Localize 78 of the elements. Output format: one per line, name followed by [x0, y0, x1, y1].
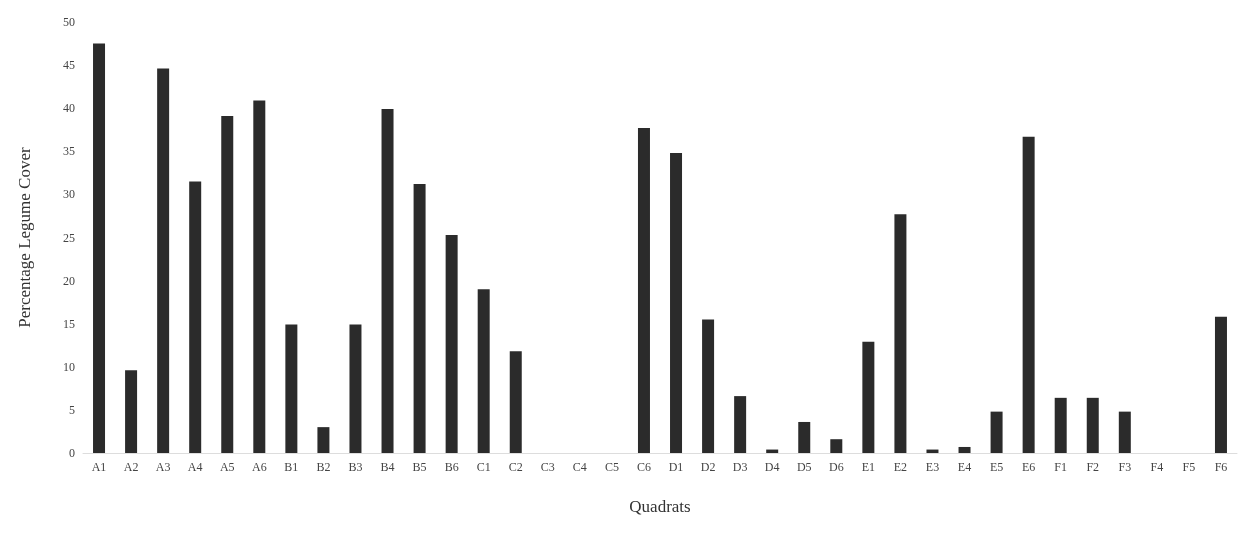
x-tick-label: A1: [91, 460, 107, 474]
y-tick-label: 50: [63, 15, 75, 29]
bar: [894, 214, 907, 453]
bar: [413, 184, 426, 453]
bar: [93, 43, 106, 453]
x-tick-label: C6: [636, 460, 651, 474]
x-tick-label: E3: [925, 460, 940, 474]
x-tick-label: F3: [1118, 460, 1132, 474]
x-tick-label: A2: [123, 460, 139, 474]
x-tick-label: B3: [348, 460, 363, 474]
bar: [670, 153, 683, 453]
x-tick-label: B2: [316, 460, 331, 474]
x-tick-label: B6: [444, 460, 459, 474]
bar: [477, 289, 490, 453]
y-tick-label: 40: [63, 101, 75, 116]
x-tick-label: F5: [1182, 460, 1196, 474]
x-tick-label: C3: [540, 460, 555, 474]
x-tick-label: B5: [412, 460, 427, 474]
x-tick-label: A6: [251, 460, 267, 474]
x-tick-label: D4: [764, 460, 780, 474]
x-tick-label: E6: [1021, 460, 1036, 474]
y-tick-label: 10: [63, 359, 75, 374]
bar: [189, 181, 202, 453]
bar: [445, 234, 458, 453]
x-tick-label: C4: [572, 460, 587, 474]
x-tick-label: F4: [1150, 460, 1164, 474]
x-tick-label: B1: [284, 460, 299, 474]
y-tick-label: 5: [69, 402, 75, 417]
bar: [221, 115, 234, 453]
bar: [253, 100, 266, 453]
y-axis-title: Percentage Legume Cover: [15, 147, 34, 328]
y-tick-label: 15: [63, 316, 75, 331]
x-tick-label: F1: [1054, 460, 1068, 474]
x-tick-label: A3: [155, 460, 171, 474]
bar: [990, 411, 1003, 453]
x-tick-label: E1: [861, 460, 876, 474]
y-tick-label: 35: [63, 144, 75, 159]
bar: [317, 427, 330, 453]
bar: [862, 341, 875, 453]
y-tick-label: 30: [63, 187, 75, 202]
x-tick-label: E2: [893, 460, 908, 474]
x-tick-label: E4: [957, 460, 972, 474]
x-tick-label: F2: [1086, 460, 1100, 474]
x-tick-label: A5: [219, 460, 235, 474]
x-tick-label: F6: [1214, 460, 1228, 474]
bar: [637, 128, 650, 453]
bar: [125, 370, 138, 453]
x-tick-label: D5: [796, 460, 812, 474]
x-tick-label: A4: [187, 460, 203, 474]
y-tick-label: 0: [69, 446, 75, 460]
y-tick-label: 20: [63, 273, 75, 288]
x-axis-title: Quadrats: [629, 497, 691, 516]
bar: [1118, 411, 1131, 453]
bar: [1022, 136, 1035, 453]
bar: [349, 324, 362, 453]
x-tick-label: C2: [508, 460, 523, 474]
x-tick-label: B4: [380, 460, 395, 474]
y-tick-label: 45: [63, 58, 75, 73]
bar: [830, 439, 843, 453]
bar: [798, 421, 811, 453]
x-tick-label: D1: [668, 460, 684, 474]
bar: [157, 68, 170, 453]
bar: [958, 446, 971, 453]
bar: [1086, 397, 1099, 453]
bar: [1054, 397, 1067, 453]
x-tick-label: D3: [732, 460, 748, 474]
bar: [702, 319, 715, 453]
x-tick-label: D6: [828, 460, 844, 474]
bar: [381, 109, 394, 453]
x-tick-label: C5: [604, 460, 619, 474]
bar: [734, 396, 747, 453]
x-tick-label: C1: [476, 460, 491, 474]
x-tick-label: E5: [989, 460, 1004, 474]
bar: [285, 324, 298, 453]
x-tick-label: D2: [700, 460, 716, 474]
y-tick-label: 25: [63, 230, 75, 245]
bar: [1214, 316, 1227, 453]
bar: [509, 351, 522, 453]
